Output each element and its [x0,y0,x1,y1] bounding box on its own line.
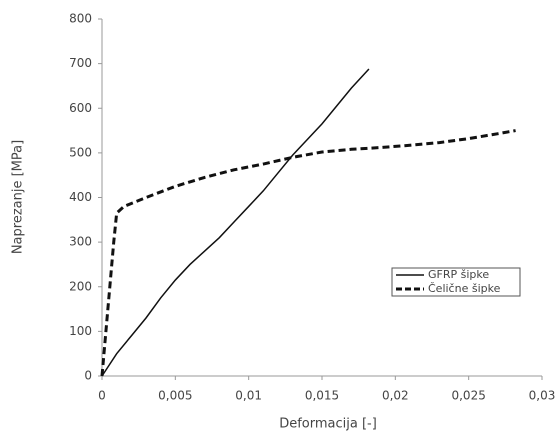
y-tick-label: 600 [69,101,92,115]
y-tick-label: 400 [69,190,92,204]
x-tick-label: 0,015 [305,389,339,403]
legend-label: GFRP šipke [428,268,489,281]
y-tick-label: 200 [69,279,92,293]
y-tick-label: 700 [69,56,92,70]
y-tick-label: 0 [84,369,92,383]
series-line [100,129,516,377]
y-axis-label: Naprezanje [MPa] [11,140,26,254]
x-tick-label: 0,03 [529,389,556,403]
y-tick-label: 100 [69,324,92,338]
x-tick-label: 0 [98,389,106,403]
x-tick-label: 0,005 [158,389,192,403]
x-axis-label: Deformacija [-] [279,417,377,432]
y-tick-label: 800 [69,12,92,26]
x-tick-label: 0,01 [235,389,262,403]
y-tick-label: 500 [69,145,92,159]
legend-box [391,267,521,297]
x-tick-label: 0,02 [382,389,409,403]
series-line [101,68,370,377]
legend-label: Čelične šipke [428,282,501,295]
x-tick-label: 0,025 [451,389,485,403]
y-tick-label: 300 [69,235,92,249]
